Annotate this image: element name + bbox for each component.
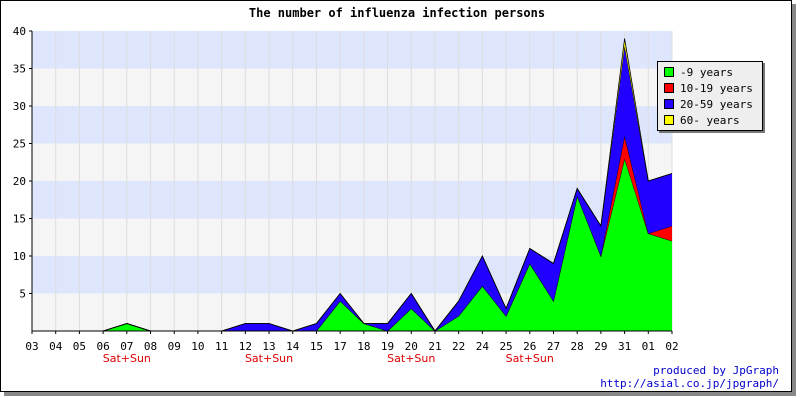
x-tick-label: 29 <box>594 340 607 353</box>
grid-band <box>32 143 672 181</box>
x-tick-label: 19 <box>381 340 394 353</box>
x-tick-label: 21 <box>428 340 441 353</box>
legend-swatch <box>664 67 674 77</box>
series-area <box>32 158 672 331</box>
y-tick-label: 15 <box>13 213 26 226</box>
x-tick-label: 07 <box>120 340 133 353</box>
x-tick-label: 15 <box>310 340 323 353</box>
x-tick-label: 03 <box>25 340 38 353</box>
x-tick-label: 09 <box>168 340 181 353</box>
x-tick-label: 31 <box>618 340 631 353</box>
y-tick-label: 10 <box>13 250 26 263</box>
y-tick-label: 30 <box>13 100 26 113</box>
x-tick-label: 22 <box>452 340 465 353</box>
legend-swatch <box>664 99 674 109</box>
x-tick-label: 27 <box>547 340 560 353</box>
y-tick-label: 20 <box>13 175 26 188</box>
x-tick-label: 24 <box>476 340 490 353</box>
legend-label: -9 years <box>680 65 733 79</box>
grid-band <box>32 181 672 219</box>
x-tick-label: 01 <box>642 340 655 353</box>
weekend-label: Sat+Sun <box>103 352 151 365</box>
weekend-label: Sat+Sun <box>245 352 293 365</box>
x-tick-label: 10 <box>191 340 204 353</box>
x-tick-label: 04 <box>49 340 63 353</box>
credit-link[interactable]: http://asial.co.jp/jpgraph/ <box>600 377 779 390</box>
weekend-label: Sat+Sun <box>387 352 435 365</box>
x-tick-label: 06 <box>96 340 109 353</box>
x-tick-label: 26 <box>523 340 536 353</box>
grid-band <box>32 31 672 69</box>
x-tick-label: 20 <box>405 340 418 353</box>
x-tick-label: 28 <box>571 340 584 353</box>
x-tick-label: 12 <box>239 340 252 353</box>
legend-swatch <box>664 83 674 93</box>
legend-swatch <box>664 115 674 125</box>
x-tick-label: 14 <box>286 340 300 353</box>
x-tick-label: 11 <box>215 340 228 353</box>
legend-item: 20-59 years <box>658 96 762 112</box>
y-tick-label: 40 <box>13 25 26 38</box>
legend-label: 20-59 years <box>680 97 753 111</box>
legend-label: 60- years <box>680 113 740 127</box>
series-line <box>32 38 673 332</box>
legend-item: 60- years <box>658 112 762 128</box>
x-tick-label: 08 <box>144 340 157 353</box>
chart-frame: 5 10 15 20 25 30 35 40 03 04 05 06 07 Sat+Sun 08 09 10 11… <box>0 0 792 392</box>
chart-title: The number of influenza infection person… <box>248 6 546 20</box>
legend-item: -9 years <box>658 64 762 80</box>
x-tick-label: 02 <box>665 340 678 353</box>
grid-band <box>32 106 672 144</box>
x-tick-label: 25 <box>499 340 512 353</box>
credit-text: produced by JpGraph <box>653 364 779 377</box>
x-tick-label: 13 <box>262 340 275 353</box>
legend-item: 10-19 years <box>658 80 762 96</box>
weekend-label: Sat+Sun <box>506 352 554 365</box>
y-tick-label: 25 <box>13 138 26 151</box>
legend-label: 10-19 years <box>680 81 753 95</box>
x-tick-label: 05 <box>73 340 86 353</box>
legend: -9 years 10-19 years 20-59 years 60- yea… <box>657 61 763 131</box>
x-tick-label: 17 <box>334 340 347 353</box>
y-tick-label: 5 <box>19 288 26 301</box>
y-tick-label: 35 <box>13 63 26 76</box>
x-tick-label: 18 <box>357 340 370 353</box>
grid-band <box>32 68 672 106</box>
